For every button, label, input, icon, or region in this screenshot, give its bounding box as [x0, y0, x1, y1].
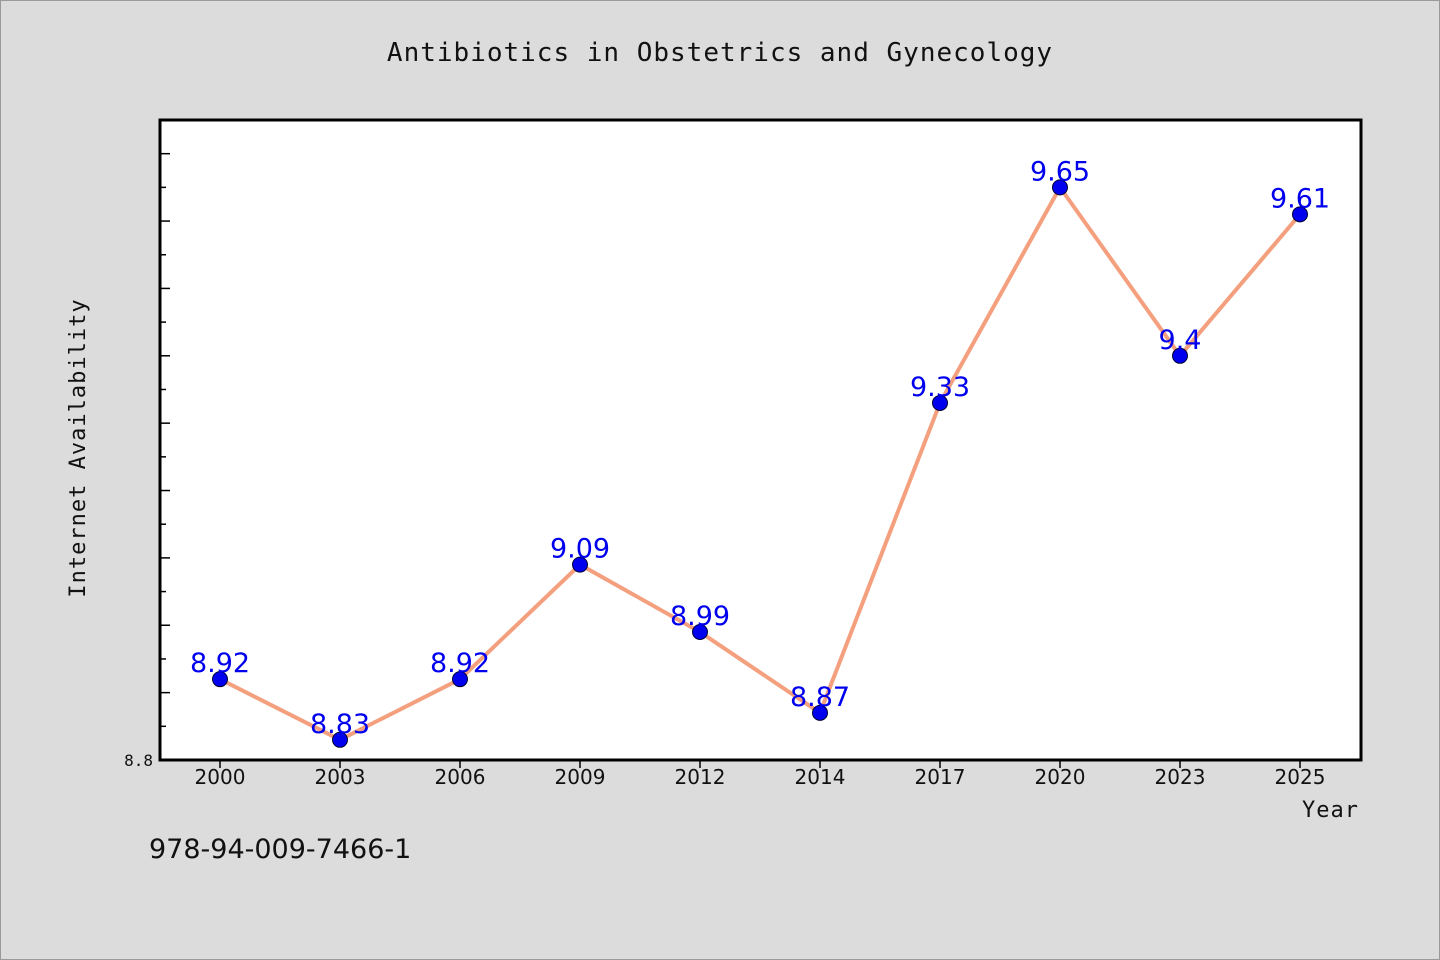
- data-label: 9.61: [1270, 183, 1330, 214]
- x-tick-label: 2000: [195, 765, 246, 789]
- data-point: [572, 556, 588, 573]
- data-label: 8.92: [430, 648, 490, 679]
- data-point: [452, 671, 468, 688]
- data-label: 9.65: [1030, 156, 1090, 187]
- series-line: [219, 185, 1302, 742]
- x-tick-label: 2025: [1275, 765, 1326, 789]
- data-point: [812, 704, 828, 721]
- x-tick-label: 2006: [435, 765, 486, 789]
- plot-area: [158, 118, 1363, 762]
- data-point: [1172, 347, 1188, 364]
- x-tick-label: 2012: [675, 765, 726, 789]
- x-axis-label: Year: [1302, 798, 1359, 823]
- data-point: [1052, 179, 1068, 196]
- x-axis-ticks: 2000 2003 2006 2009 2012 2014 2017 2020 2023 2025: [195, 760, 1326, 789]
- x-tick-label: 2009: [555, 765, 606, 789]
- data-label: 8.99: [670, 601, 730, 632]
- data-point: [212, 671, 228, 688]
- data-points: [212, 179, 1308, 748]
- x-tick-label: 2014: [795, 765, 846, 789]
- x-tick-label: 2003: [315, 765, 366, 789]
- data-label: 8.87: [790, 682, 850, 713]
- y-axis-ticks: [160, 119, 170, 761]
- y-tick-label-min: 8.8: [124, 751, 153, 770]
- data-point: [932, 394, 948, 411]
- chart-title: Antibiotics in Obstetrics and Gynecology: [387, 38, 1053, 68]
- data-point: [692, 624, 708, 640]
- data-labels: 8.92 8.83 8.92 9.09 8.99 8.87 9.33 9.65 9.4 9.61: [190, 156, 1330, 739]
- data-label: 8.83: [310, 709, 370, 740]
- data-label: 9.33: [910, 372, 970, 403]
- x-tick-label: 2017: [915, 765, 966, 789]
- y-axis-label: Internet Availability: [66, 298, 91, 597]
- x-tick-label: 2020: [1035, 765, 1086, 789]
- data-point: [332, 731, 348, 748]
- data-point: [1292, 206, 1308, 223]
- x-tick-label: 2023: [1155, 765, 1206, 789]
- data-label: 9.09: [550, 534, 610, 565]
- data-label: 9.4: [1159, 325, 1202, 356]
- isbn-text: 978-94-009-7466-1: [149, 834, 412, 865]
- data-label: 8.92: [190, 648, 250, 679]
